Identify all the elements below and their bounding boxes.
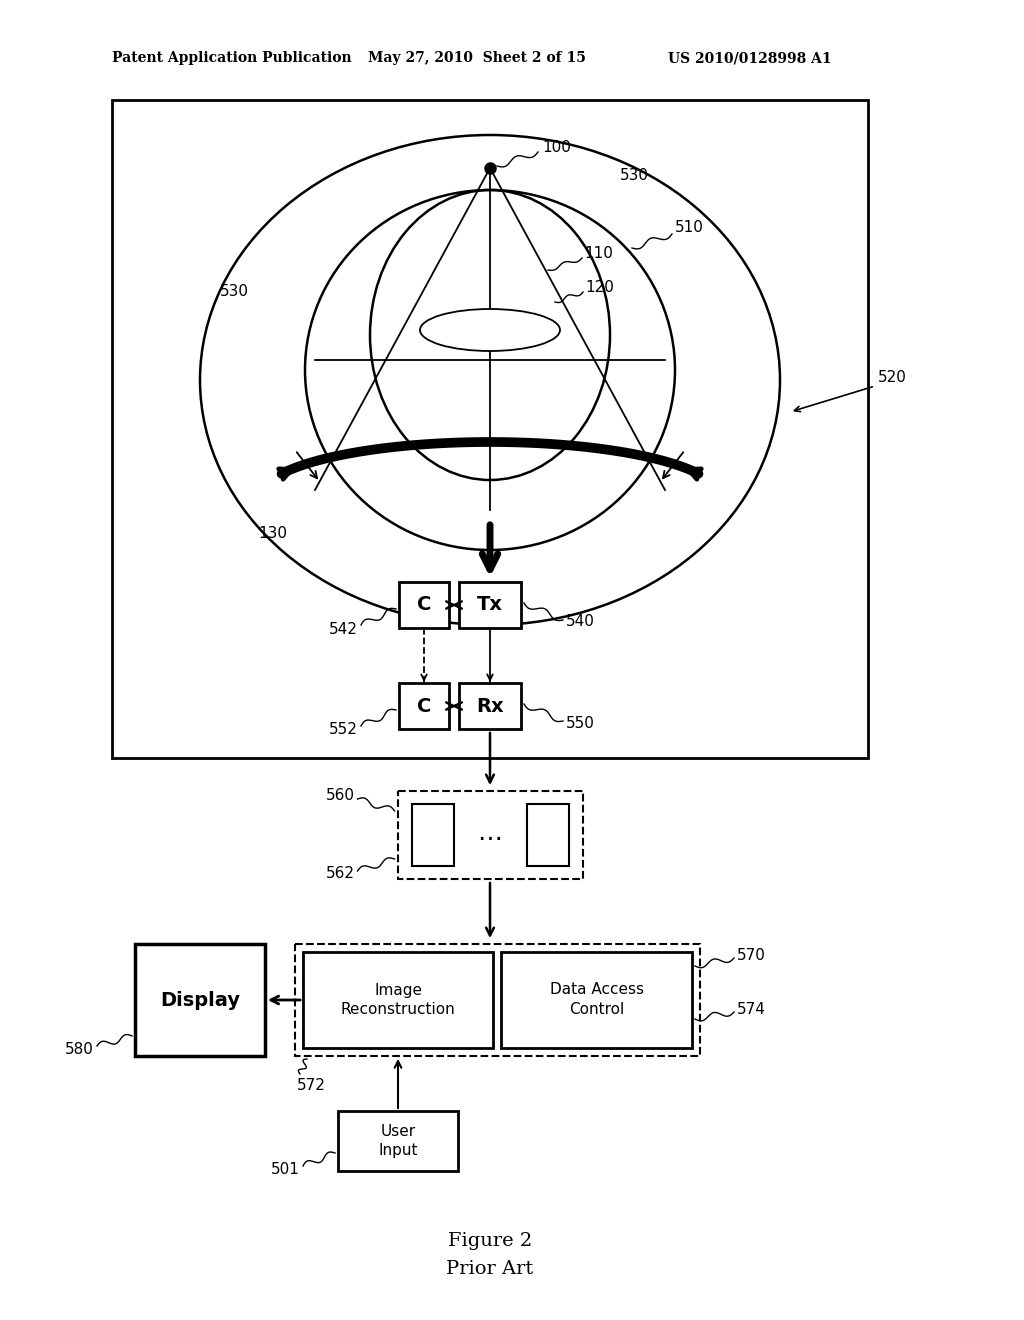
Text: 100: 100: [542, 140, 570, 156]
Text: Input: Input: [378, 1143, 418, 1159]
Text: May 27, 2010  Sheet 2 of 15: May 27, 2010 Sheet 2 of 15: [368, 51, 586, 65]
Bar: [338, 1111, 458, 1171]
Text: 580: 580: [66, 1041, 94, 1056]
Text: User: User: [381, 1123, 416, 1138]
Bar: [135, 944, 265, 1056]
Bar: [459, 582, 521, 628]
Text: 550: 550: [566, 715, 595, 730]
Bar: [295, 944, 700, 1056]
Text: C: C: [417, 697, 431, 715]
Text: Prior Art: Prior Art: [446, 1261, 534, 1278]
Bar: [112, 100, 868, 758]
Text: 110: 110: [584, 246, 613, 260]
Text: 530: 530: [220, 285, 249, 300]
Text: 552: 552: [329, 722, 358, 738]
Text: 540: 540: [566, 615, 595, 630]
Ellipse shape: [420, 309, 560, 351]
Bar: [459, 682, 521, 729]
Text: 120: 120: [585, 280, 613, 294]
Text: Patent Application Publication: Patent Application Publication: [112, 51, 351, 65]
Bar: [412, 804, 454, 866]
Text: Rx: Rx: [476, 697, 504, 715]
Text: Data Access: Data Access: [550, 982, 643, 998]
Bar: [303, 952, 493, 1048]
Bar: [501, 952, 692, 1048]
Text: 574: 574: [737, 1002, 766, 1016]
Text: Tx: Tx: [477, 595, 503, 615]
Text: Figure 2: Figure 2: [447, 1232, 532, 1250]
Text: 530: 530: [620, 168, 649, 182]
Text: 520: 520: [878, 371, 907, 385]
Text: Reconstruction: Reconstruction: [341, 1002, 456, 1018]
Text: 542: 542: [329, 622, 358, 636]
Text: 130: 130: [258, 527, 287, 541]
Text: 501: 501: [271, 1162, 300, 1176]
Text: 510: 510: [675, 220, 703, 235]
Text: 572: 572: [297, 1078, 326, 1093]
Text: 560: 560: [326, 788, 354, 804]
Bar: [399, 682, 449, 729]
Text: C: C: [417, 595, 431, 615]
Text: ⋯: ⋯: [477, 828, 503, 851]
Text: US 2010/0128998 A1: US 2010/0128998 A1: [668, 51, 831, 65]
Text: Display: Display: [160, 990, 240, 1010]
Text: Control: Control: [569, 1002, 624, 1018]
Bar: [399, 582, 449, 628]
Text: 562: 562: [326, 866, 354, 882]
Bar: [397, 791, 583, 879]
Text: 570: 570: [737, 948, 766, 962]
Bar: [526, 804, 568, 866]
Text: Image: Image: [374, 982, 422, 998]
